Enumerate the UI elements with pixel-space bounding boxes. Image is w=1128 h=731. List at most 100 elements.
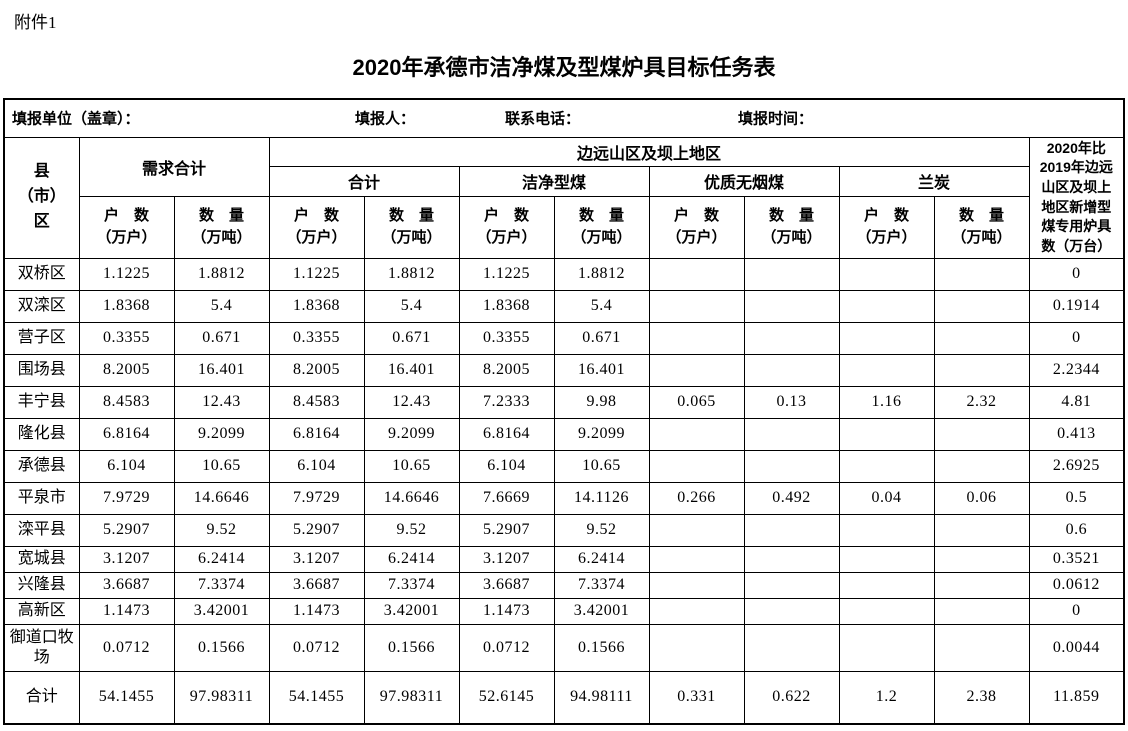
data-cell [838, 321, 935, 355]
table-row: 宽城县 3.1207 6.2414 3.1207 6.2414 3.1207 6.2414 0… [3, 545, 1125, 573]
data-cell: 3.42001 [363, 597, 460, 625]
data-cell: 52.6145 [458, 670, 555, 725]
data-cell [933, 289, 1030, 323]
data-cell: 0.0712 [78, 623, 175, 672]
data-cell: 3.1207 [268, 545, 365, 573]
data-cell [743, 571, 840, 599]
data-cell: 0.0712 [268, 623, 365, 672]
data-cell: 2.6925 [1028, 449, 1125, 483]
data-cell: 5.4 [173, 289, 270, 323]
data-cell: 4.81 [1028, 385, 1125, 419]
data-cell [648, 597, 745, 625]
data-cell: 97.98311 [173, 670, 270, 725]
data-cell [933, 449, 1030, 483]
data-cell [933, 597, 1030, 625]
contact-phone-label: 联系电话： [505, 110, 581, 128]
data-cell: 9.2099 [553, 417, 650, 451]
data-cell [838, 449, 935, 483]
table-row: 平泉市 7.9729 14.6646 7.9729 14.6646 7.6669 14.11… [3, 481, 1125, 515]
attachment-label: 附件1 [14, 13, 57, 32]
data-cell: 7.3374 [363, 571, 460, 599]
table-row: 双滦区 1.8368 5.4 1.8368 5.4 1.8368 5.4 0.1914 [3, 289, 1125, 323]
column-header-remote-region-group: 边远山区及坝上地区 [268, 136, 1030, 167]
data-cell: 54.1455 [268, 670, 365, 725]
data-cell [838, 353, 935, 387]
data-cell [743, 321, 840, 355]
data-cell [933, 417, 1030, 451]
data-cell [648, 449, 745, 483]
data-cell: 2.32 [933, 385, 1030, 419]
data-cell: 16.401 [173, 353, 270, 387]
data-cell: 0.1566 [363, 623, 460, 672]
column-header-households: 户 数 （万户） [458, 195, 555, 259]
data-cell [648, 571, 745, 599]
data-cell [743, 257, 840, 291]
data-cell [838, 545, 935, 573]
reporting-unit-label: 填报单位（盖章）： [12, 110, 140, 128]
data-cell: 9.52 [173, 513, 270, 547]
column-header-new-stoves: 2020年比 2019年边远 山区及坝上 地区新增型 煤专用炉具 数（万台） [1028, 136, 1125, 259]
row-header-county: 隆化县 [3, 417, 80, 451]
table-total-row: 合计 54.1455 97.98311 54.1455 97.98311 52.6145 9… [3, 670, 1125, 725]
data-cell: 16.401 [553, 353, 650, 387]
data-cell: 2.2344 [1028, 353, 1125, 387]
data-cell: 6.2414 [363, 545, 460, 573]
data-cell: 6.8164 [268, 417, 365, 451]
data-cell [933, 623, 1030, 672]
total-row-header: 合计 [3, 670, 80, 725]
row-header-county: 双桥区 [3, 257, 80, 291]
data-cell: 5.4 [553, 289, 650, 323]
row-header-county: 御道口牧场 [3, 623, 80, 672]
data-cell: 0.13 [743, 385, 840, 419]
data-cell: 6.2414 [173, 545, 270, 573]
data-cell [743, 449, 840, 483]
data-cell: 3.6687 [268, 571, 365, 599]
data-cell: 0.3355 [78, 321, 175, 355]
data-cell: 1.16 [838, 385, 935, 419]
data-cell [648, 257, 745, 291]
data-cell: 8.2005 [268, 353, 365, 387]
data-cell [648, 417, 745, 451]
data-cell: 0.6 [1028, 513, 1125, 547]
data-cell: 5.2907 [458, 513, 555, 547]
column-header-quantity: 数 量 （万吨） [173, 195, 270, 259]
table-row: 承德县 6.104 10.65 6.104 10.65 6.104 10.65 2.6925 [3, 449, 1125, 483]
data-cell: 9.52 [363, 513, 460, 547]
data-cell [648, 289, 745, 323]
data-cell [838, 257, 935, 291]
data-cell: 1.1473 [78, 597, 175, 625]
data-cell: 6.8164 [458, 417, 555, 451]
column-header-households: 户 数 （万户） [838, 195, 935, 259]
data-cell: 8.4583 [268, 385, 365, 419]
data-cell: 0.3355 [268, 321, 365, 355]
data-cell: 6.2414 [553, 545, 650, 573]
data-cell: 0.3521 [1028, 545, 1125, 573]
data-cell: 16.401 [363, 353, 460, 387]
data-cell: 0.1566 [553, 623, 650, 672]
data-cell: 0.331 [648, 670, 745, 725]
data-cell: 14.6646 [363, 481, 460, 515]
data-cell [933, 513, 1030, 547]
data-cell: 7.2333 [458, 385, 555, 419]
table-row: 隆化县 6.8164 9.2099 6.8164 9.2099 6.8164 9.2099 0… [3, 417, 1125, 451]
data-cell [838, 597, 935, 625]
table-row: 御道口牧场 0.0712 0.1566 0.0712 0.1566 0.0712 0.156… [3, 623, 1125, 672]
data-cell [933, 545, 1030, 573]
column-header-households: 户 数 （万户） [78, 195, 175, 259]
page-title: 2020年承德市洁净煤及型煤炉具目标任务表 [352, 55, 776, 80]
data-cell: 5.2907 [268, 513, 365, 547]
row-header-county: 平泉市 [3, 481, 80, 515]
column-header-quantity: 数 量 （万吨） [363, 195, 460, 259]
data-cell: 1.8812 [173, 257, 270, 291]
data-cell: 54.1455 [78, 670, 175, 725]
row-header-county: 丰宁县 [3, 385, 80, 419]
data-cell: 0.622 [743, 670, 840, 725]
table-row: 高新区 1.1473 3.42001 1.1473 3.42001 1.1473 3.420… [3, 597, 1125, 625]
column-header-anthracite: 优质无烟煤 [648, 165, 840, 197]
target-task-table: 填报单位（盖章）： 填报人： 联系电话： 填报时间： 县 （市） 区 需求合计 … [3, 98, 1126, 725]
data-cell [648, 353, 745, 387]
data-cell [648, 545, 745, 573]
row-header-county: 高新区 [3, 597, 80, 625]
data-cell [933, 353, 1030, 387]
